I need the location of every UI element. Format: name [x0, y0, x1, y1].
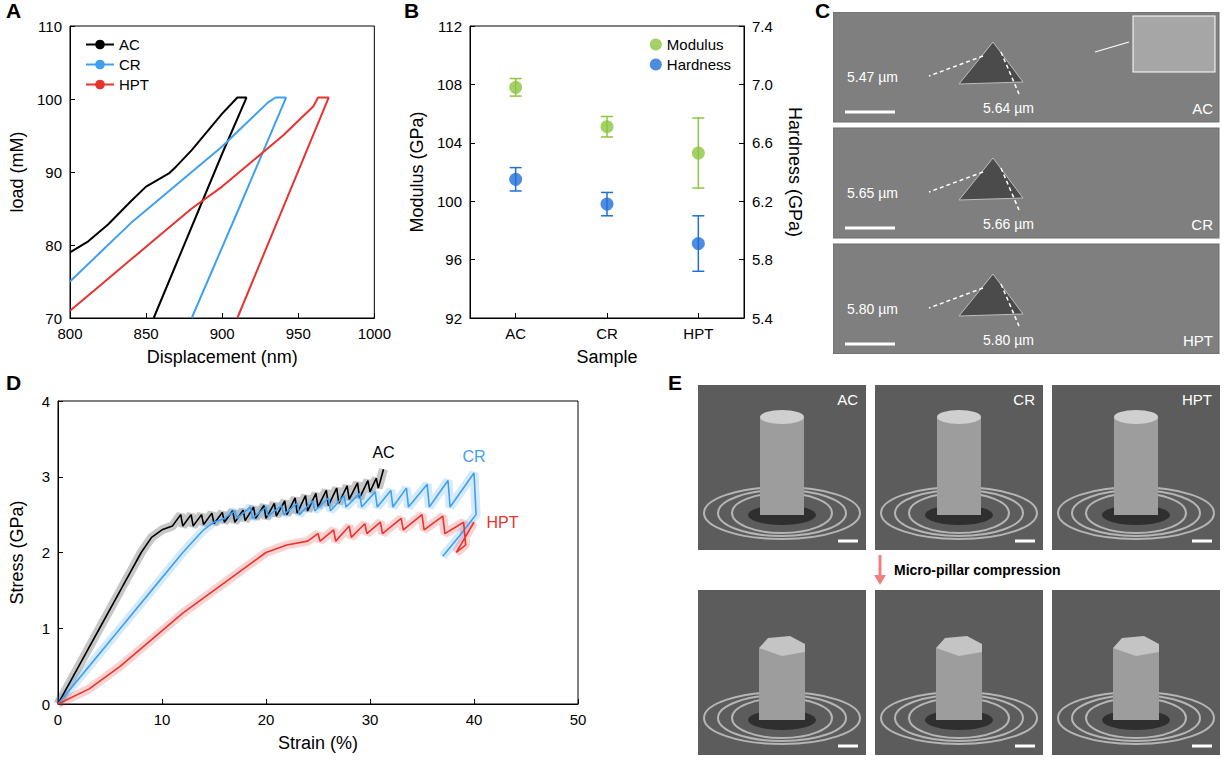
- svg-text:800: 800: [57, 325, 82, 342]
- html-text:E: E: [668, 371, 682, 394]
- svg-text:5.80 µm: 5.80 µm: [983, 332, 1034, 348]
- svg-text:70: 70: [45, 310, 62, 327]
- svg-text:6.2: 6.2: [752, 193, 773, 210]
- svg-text:7.0: 7.0: [752, 76, 773, 93]
- svg-text:HPT: HPT: [1183, 332, 1213, 349]
- svg-text:CR: CR: [1191, 216, 1213, 233]
- svg-text:Stress (GPa): Stress (GPa): [7, 500, 27, 604]
- svg-text:Sample: Sample: [576, 347, 637, 367]
- svg-text:96: 96: [445, 251, 462, 268]
- svg-text:Modulus: Modulus: [667, 36, 724, 53]
- svg-text:HPT: HPT: [487, 514, 519, 531]
- svg-text:5.80 µm: 5.80 µm: [847, 301, 898, 317]
- svg-text:50: 50: [570, 711, 587, 728]
- svg-text:Hardness (GPa): Hardness (GPa): [785, 107, 805, 237]
- svg-text:6.6: 6.6: [752, 134, 773, 151]
- svg-text:5.64 µm: 5.64 µm: [983, 100, 1034, 116]
- svg-text:AC: AC: [1192, 100, 1213, 117]
- svg-text:7.4: 7.4: [752, 18, 773, 35]
- svg-text:20: 20: [258, 711, 275, 728]
- svg-text:Hardness: Hardness: [667, 56, 731, 73]
- svg-text:Displacement (nm): Displacement (nm): [147, 347, 298, 367]
- svg-text:850: 850: [134, 325, 159, 342]
- svg-text:HPT: HPT: [119, 76, 149, 93]
- svg-text:AC: AC: [505, 325, 526, 342]
- svg-text:HPT: HPT: [1182, 391, 1212, 408]
- svg-text:108: 108: [437, 76, 462, 93]
- svg-text:900: 900: [210, 325, 235, 342]
- svg-text:110: 110: [38, 18, 62, 35]
- svg-text:40: 40: [466, 711, 483, 728]
- svg-text:5.4: 5.4: [752, 310, 773, 327]
- svg-text:90: 90: [45, 164, 62, 181]
- svg-text:Strain (%): Strain (%): [278, 733, 358, 753]
- svg-text:Modulus (GPa): Modulus (GPa): [407, 111, 427, 232]
- svg-text:1: 1: [42, 620, 50, 637]
- svg-text:2: 2: [42, 544, 50, 561]
- svg-text:5.65 µm: 5.65 µm: [847, 185, 898, 201]
- svg-text:Micro-pillar compression: Micro-pillar compression: [894, 562, 1060, 578]
- svg-text:80: 80: [45, 237, 62, 254]
- svg-text:CR: CR: [462, 448, 485, 465]
- html-text:B: B: [404, 0, 420, 22]
- svg-text:HPT: HPT: [683, 325, 713, 342]
- svg-text:5.47 µm: 5.47 µm: [847, 69, 898, 85]
- html-text:A: A: [6, 0, 22, 22]
- svg-text:CR: CR: [1013, 391, 1035, 408]
- svg-text:1000: 1000: [358, 325, 391, 342]
- svg-text:0: 0: [54, 711, 62, 728]
- svg-text:load (mM): load (mM): [7, 131, 27, 212]
- svg-text:CR: CR: [119, 56, 141, 73]
- svg-text:0: 0: [42, 696, 50, 713]
- html-text:D: D: [6, 371, 22, 394]
- svg-text:AC: AC: [837, 391, 858, 408]
- svg-text:AC: AC: [119, 36, 140, 53]
- svg-text:30: 30: [362, 711, 379, 728]
- svg-text:5.66 µm: 5.66 µm: [983, 216, 1034, 232]
- svg-text:4: 4: [42, 393, 50, 410]
- svg-text:5.8: 5.8: [752, 251, 773, 268]
- svg-text:112: 112: [438, 18, 462, 35]
- svg-text:92: 92: [445, 310, 462, 327]
- svg-text:10: 10: [154, 711, 171, 728]
- svg-text:100: 100: [37, 91, 62, 108]
- svg-text:100: 100: [437, 193, 462, 210]
- svg-text:3: 3: [42, 468, 50, 485]
- svg-text:950: 950: [286, 325, 311, 342]
- svg-text:AC: AC: [372, 444, 394, 461]
- svg-text:CR: CR: [596, 325, 618, 342]
- html-text:C: C: [815, 0, 831, 22]
- svg-text:104: 104: [437, 134, 462, 151]
